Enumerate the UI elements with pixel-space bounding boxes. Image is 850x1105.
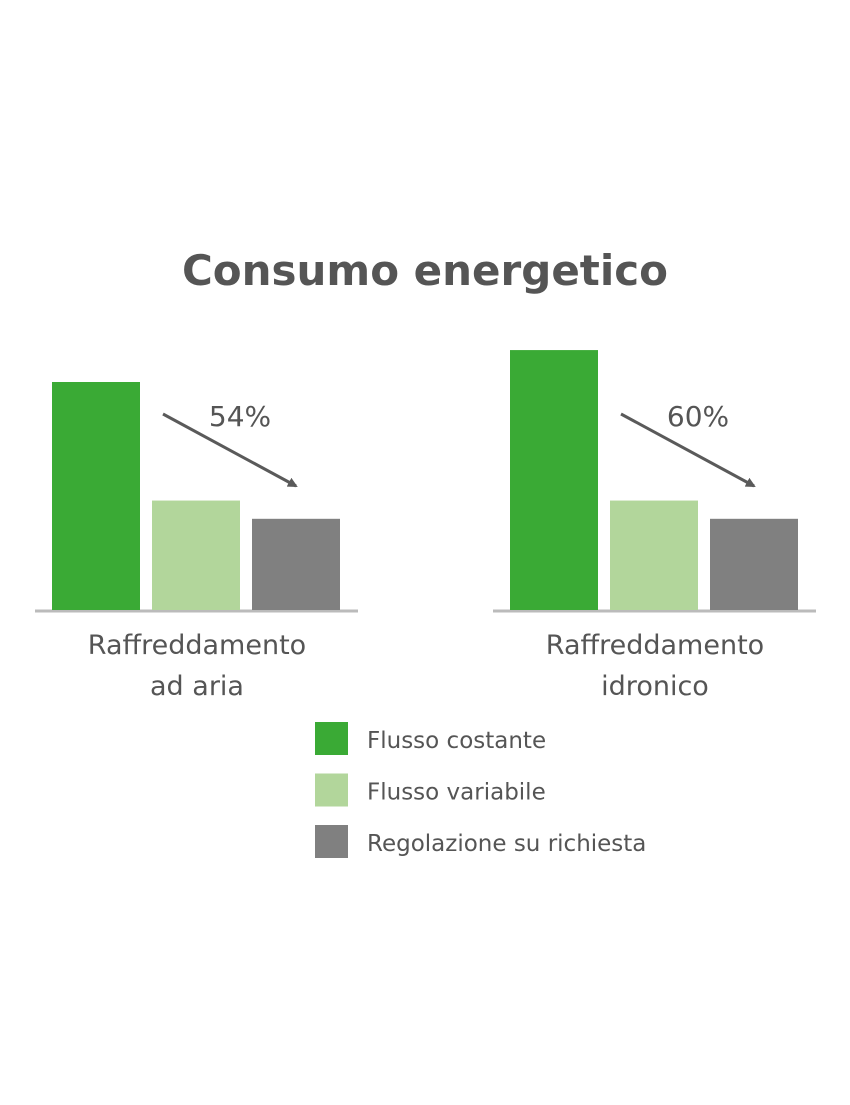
bar <box>710 518 798 610</box>
category-label: ad aria <box>150 671 244 702</box>
category-label: Raffreddamento <box>88 630 306 661</box>
legend-label: Flusso variabile <box>367 780 546 806</box>
reduction-label: 54% <box>209 400 271 433</box>
reduction-label: 60% <box>667 400 729 433</box>
bar <box>610 500 698 610</box>
bar <box>152 500 240 610</box>
legend-label: Regolazione su richiesta <box>367 831 646 857</box>
bar <box>252 518 340 610</box>
legend-label: Flusso costante <box>367 728 546 754</box>
category-label: Raffreddamento <box>546 630 764 661</box>
chart-title: Consumo energetico <box>182 246 668 295</box>
reduction-arrow <box>162 412 298 488</box>
bar <box>510 350 598 610</box>
reduction-arrow <box>620 412 756 488</box>
legend-swatch <box>315 825 348 858</box>
bar <box>52 382 140 610</box>
legend-swatch <box>315 722 348 755</box>
legend-swatch <box>315 773 348 807</box>
category-label: idronico <box>601 671 709 702</box>
